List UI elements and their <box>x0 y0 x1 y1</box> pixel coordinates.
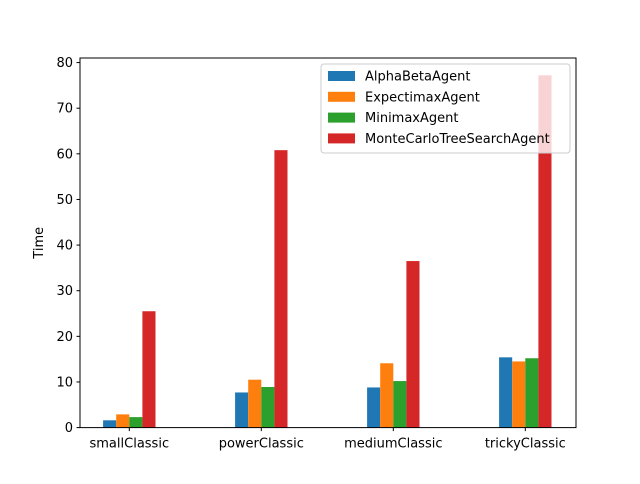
y-tick-label: 10 <box>56 375 73 390</box>
bar-MonteCarloTreeSearchAgent-smallClassic <box>142 311 156 428</box>
legend-label: MinimaxAgent <box>365 111 458 126</box>
y-tick-label: 60 <box>56 147 73 162</box>
bar-MinimaxAgent-trickyClassic <box>525 358 539 428</box>
legend-label: ExpectimaxAgent <box>365 90 480 105</box>
y-tick-label: 30 <box>56 284 73 299</box>
legend-swatch <box>328 133 355 144</box>
bar-MonteCarloTreeSearchAgent-trickyClassic <box>538 75 552 428</box>
bar-MonteCarloTreeSearchAgent-powerClassic <box>274 150 288 428</box>
y-tick-label: 40 <box>56 239 73 254</box>
bar-ExpectimaxAgent-powerClassic <box>248 379 262 428</box>
bar-ExpectimaxAgent-mediumClassic <box>380 363 394 428</box>
bar-ExpectimaxAgent-smallClassic <box>116 414 130 428</box>
legend-label: MonteCarloTreeSearchAgent <box>365 132 550 147</box>
y-tick-label: 0 <box>65 421 73 436</box>
bar-MinimaxAgent-mediumClassic <box>393 381 407 428</box>
legend-label: AlphaBetaAgent <box>365 70 470 85</box>
y-tick-label: 20 <box>56 330 73 345</box>
bar-MinimaxAgent-smallClassic <box>129 417 143 428</box>
x-tick-label: powerClassic <box>219 437 304 452</box>
legend-swatch <box>328 112 355 123</box>
y-tick-label: 50 <box>56 193 73 208</box>
y-axis: 0 10 20 30 40 50 60 70 80 <box>56 56 80 436</box>
legend-swatch <box>328 71 355 81</box>
legend-frame <box>320 63 571 154</box>
y-axis-label: Time <box>32 227 47 260</box>
bar-ExpectimaxAgent-trickyClassic <box>512 361 526 428</box>
plot-frame <box>79 57 577 429</box>
y-tick-label: 70 <box>56 102 73 117</box>
x-axis: smallClassic powerClassic mediumClassic tri… <box>90 427 566 452</box>
bar-AlphaBetaAgent-trickyClassic <box>499 357 513 428</box>
x-tick-label: trickyClassic <box>485 437 566 452</box>
x-tick-label: mediumClassic <box>344 437 442 452</box>
legend-swatch <box>328 91 355 102</box>
legend: AlphaBetaAgent ExpectimaxAgent MinimaxAgen… <box>320 63 571 154</box>
bar-MinimaxAgent-powerClassic <box>261 386 275 428</box>
y-tick-label: 80 <box>56 56 73 71</box>
bar-AlphaBetaAgent-smallClassic <box>103 420 117 428</box>
x-tick-label: smallClassic <box>90 437 170 452</box>
bar-AlphaBetaAgent-powerClassic <box>235 392 249 428</box>
bars-group <box>103 75 552 428</box>
bar-MonteCarloTreeSearchAgent-mediumClassic <box>406 261 420 428</box>
bar-AlphaBetaAgent-mediumClassic <box>367 387 381 428</box>
